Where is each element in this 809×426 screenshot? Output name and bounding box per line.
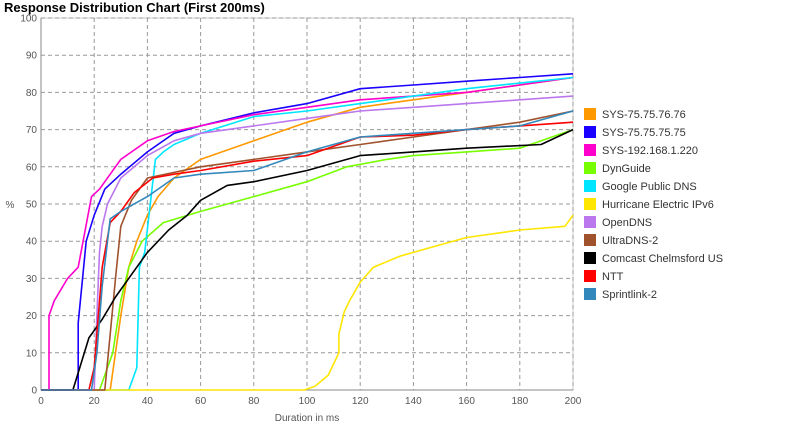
x-tick-label: 160 [458, 396, 475, 407]
series-line-7 [41, 95, 574, 391]
series-line-6 [41, 214, 574, 391]
y-tick-label: 70 [26, 125, 38, 136]
series-line-4 [41, 128, 574, 391]
legend-swatch [584, 270, 596, 282]
legend-swatch [584, 162, 596, 174]
y-tick-label: 60 [26, 162, 38, 173]
legend-label: Comcast Chelmsford US [602, 253, 723, 265]
x-tick-label: 180 [511, 396, 528, 407]
legend-swatch [584, 198, 596, 210]
legend-label: OpenDNS [602, 217, 652, 229]
x-tick-label: 80 [248, 396, 260, 407]
x-tick-label: 100 [299, 396, 316, 407]
y-tick-label: 90 [26, 51, 38, 62]
series-lines [41, 73, 574, 391]
legend-swatch [584, 288, 596, 300]
y-tick-label: 0 [31, 386, 37, 397]
series-line-5 [41, 76, 574, 391]
x-tick-label: 140 [405, 396, 422, 407]
y-axis-label: % [6, 200, 15, 211]
legend-swatch [584, 144, 596, 156]
y-tick-label: 80 [26, 88, 38, 99]
y-tick-label: 50 [26, 200, 38, 211]
x-tick-label: 60 [195, 396, 207, 407]
chart-title: Response Distribution Chart (First 200ms… [4, 0, 265, 15]
legend-label: Google Public DNS [602, 181, 697, 193]
series-line-9 [41, 128, 574, 391]
y-tick-label: 30 [26, 274, 38, 285]
legend-swatch [584, 252, 596, 264]
series-line-11 [41, 110, 574, 391]
y-tick-label: 40 [26, 237, 38, 248]
series-line-10 [41, 121, 574, 391]
x-tick-label: 200 [565, 396, 582, 407]
x-tick-label: 0 [38, 396, 44, 407]
legend-label: Sprintlink-2 [602, 289, 657, 301]
x-tick-label: 120 [352, 396, 369, 407]
legend-label: SYS-192.168.1.220 [602, 145, 698, 157]
legend-label: Hurricane Electric IPv6 [602, 199, 714, 211]
x-tick-label: 20 [89, 396, 101, 407]
legend-swatch [584, 234, 596, 246]
legend: SYS-75.75.76.76 SYS-75.75.75.75 SYS-192.16… [584, 108, 723, 301]
y-tick-label: 20 [26, 311, 38, 322]
y-tick-label: 100 [20, 14, 37, 25]
y-tick-label: 10 [26, 348, 38, 359]
x-tick-label: 40 [142, 396, 154, 407]
legend-label: SYS-75.75.76.76 [602, 109, 686, 121]
legend-label: UltraDNS-2 [602, 235, 658, 247]
legend-label: SYS-75.75.75.75 [602, 127, 686, 139]
grid [40, 17, 574, 391]
legend-swatch [584, 216, 596, 228]
legend-swatch [584, 108, 596, 120]
series-line-2 [41, 73, 574, 391]
legend-label: NTT [602, 271, 624, 283]
legend-swatch [584, 180, 596, 192]
legend-label: DynGuide [602, 163, 651, 175]
legend-swatch [584, 126, 596, 138]
x-axis-label: Duration in ms [275, 413, 339, 424]
